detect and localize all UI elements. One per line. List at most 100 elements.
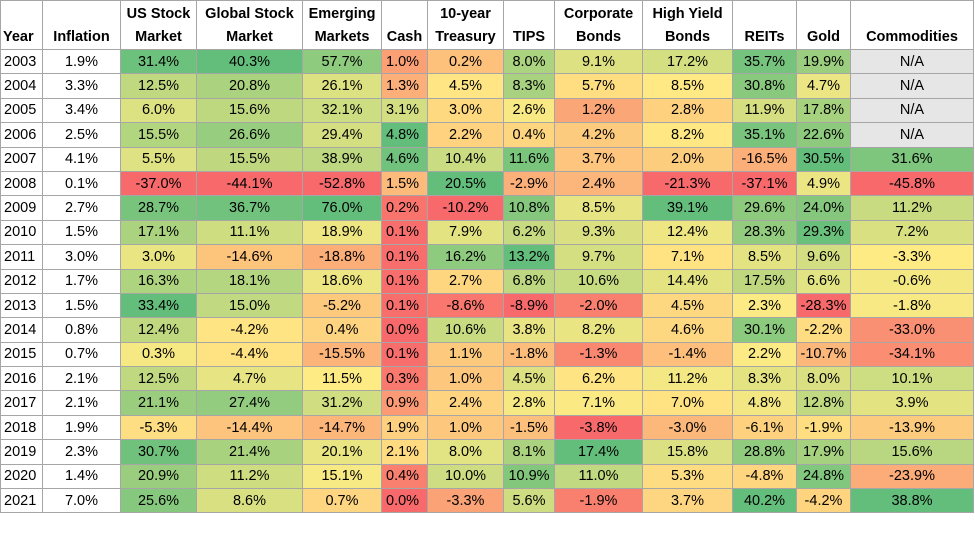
gold-cell: -4.2% — [796, 488, 851, 514]
year-cell: 2003 — [0, 48, 43, 75]
gold-cell: 12.8% — [796, 390, 851, 416]
tips-cell: 8.0% — [503, 48, 555, 75]
tips-cell: -1.8% — [503, 341, 555, 368]
reits-cell: 28.3% — [732, 219, 797, 246]
inflation-cell: 2.7% — [42, 195, 121, 221]
gold-cell: 6.6% — [796, 268, 851, 294]
corporate-cell: 7.1% — [554, 390, 643, 416]
gold-cell: 22.6% — [796, 122, 851, 148]
global-stock-cell: 4.7% — [196, 366, 303, 392]
commodities-cell: 10.1% — [850, 366, 974, 392]
table-row: 2012 1.7% 16.3% 18.1% 18.6% 0.1% 2.7% 6.8% 10.6%… — [0, 268, 974, 294]
year-cell: 2004 — [0, 73, 43, 99]
global-stock-cell: 20.8% — [196, 73, 303, 99]
column-header-line: Markets — [314, 29, 370, 45]
commodities-cell: N/A — [850, 48, 974, 75]
cash-cell: 0.3% — [381, 366, 428, 392]
gold-cell: -1.9% — [796, 414, 851, 441]
treasury-cell: 16.2% — [427, 244, 504, 270]
column-header-line: Market — [226, 29, 273, 45]
corporate-cell: 11.0% — [554, 463, 643, 490]
tips-cell: 11.6% — [503, 146, 555, 172]
global-stock-cell: 40.3% — [196, 48, 303, 75]
corporate-cell: 6.2% — [554, 366, 643, 392]
table-row: 2011 3.0% 3.0% -14.6% -18.8% 0.1% 16.2% 13.2% 9.… — [0, 244, 974, 270]
tips-cell: 4.5% — [503, 366, 555, 392]
emerging-cell: 20.1% — [302, 439, 382, 465]
inflation-cell: 2.1% — [42, 366, 121, 392]
table-row: 2020 1.4% 20.9% 11.2% 15.1% 0.4% 10.0% 10.9% 11.… — [0, 463, 974, 490]
column-header-us-stock: US Stock Market — [120, 0, 197, 50]
global-stock-cell: 21.4% — [196, 439, 303, 465]
emerging-cell: -52.8% — [302, 170, 382, 197]
us-stock-cell: 12.4% — [120, 317, 197, 343]
gold-cell: -10.7% — [796, 341, 851, 368]
year-cell: 2013 — [0, 292, 43, 319]
table-body: 2003 1.9% 31.4% 40.3% 57.7% 1.0% 0.2% 8.0% 9.1% 1… — [0, 48, 974, 514]
year-cell: 2012 — [0, 268, 43, 294]
high-yield-cell: 39.1% — [642, 195, 733, 221]
table-row: 2013 1.5% 33.4% 15.0% -5.2% 0.1% -8.6% -8.9% -2.… — [0, 292, 974, 319]
corporate-cell: 9.1% — [554, 48, 643, 75]
treasury-cell: 1.0% — [427, 414, 504, 441]
us-stock-cell: 6.0% — [120, 97, 197, 124]
column-header-line: Commodities — [866, 29, 958, 45]
global-stock-cell: 15.6% — [196, 97, 303, 124]
column-header-emerging: Emerging Markets — [302, 0, 382, 50]
high-yield-cell: 3.7% — [642, 488, 733, 514]
high-yield-cell: 17.2% — [642, 48, 733, 75]
high-yield-cell: -1.4% — [642, 341, 733, 368]
year-cell: 2019 — [0, 439, 43, 465]
treasury-cell: 20.5% — [427, 170, 504, 197]
global-stock-cell: -44.1% — [196, 170, 303, 197]
inflation-cell: 1.9% — [42, 414, 121, 441]
gold-cell: -28.3% — [796, 292, 851, 319]
us-stock-cell: -37.0% — [120, 170, 197, 197]
column-header-year: Year — [0, 0, 43, 50]
emerging-cell: 18.6% — [302, 268, 382, 294]
corporate-cell: 2.4% — [554, 170, 643, 197]
column-header-reits: REITs — [732, 0, 797, 50]
tips-cell: 10.8% — [503, 195, 555, 221]
treasury-cell: 7.9% — [427, 219, 504, 246]
global-stock-cell: 27.4% — [196, 390, 303, 416]
gold-cell: 29.3% — [796, 219, 851, 246]
tips-cell: 6.8% — [503, 268, 555, 294]
corporate-cell: 8.5% — [554, 195, 643, 221]
emerging-cell: 31.2% — [302, 390, 382, 416]
corporate-cell: 17.4% — [554, 439, 643, 465]
high-yield-cell: 4.6% — [642, 317, 733, 343]
us-stock-cell: 17.1% — [120, 219, 197, 246]
inflation-cell: 1.5% — [42, 292, 121, 319]
treasury-cell: 10.4% — [427, 146, 504, 172]
gold-cell: 4.7% — [796, 73, 851, 99]
us-stock-cell: 0.3% — [120, 341, 197, 368]
inflation-cell: 2.3% — [42, 439, 121, 465]
year-cell: 2011 — [0, 244, 43, 270]
gold-cell: 9.6% — [796, 244, 851, 270]
reits-cell: 30.1% — [732, 317, 797, 343]
emerging-cell: -5.2% — [302, 292, 382, 319]
treasury-cell: 0.2% — [427, 48, 504, 75]
gold-cell: 17.8% — [796, 97, 851, 124]
commodities-cell: 31.6% — [850, 146, 974, 172]
us-stock-cell: 33.4% — [120, 292, 197, 319]
gold-cell: 30.5% — [796, 146, 851, 172]
tips-cell: 10.9% — [503, 463, 555, 490]
column-header-line: Inflation — [53, 29, 110, 45]
commodities-cell: -33.0% — [850, 317, 974, 343]
corporate-cell: 9.3% — [554, 219, 643, 246]
year-cell: 2006 — [0, 122, 43, 148]
high-yield-cell: 5.3% — [642, 463, 733, 490]
tips-cell: 3.8% — [503, 317, 555, 343]
commodities-cell: N/A — [850, 97, 974, 124]
reits-cell: 30.8% — [732, 73, 797, 99]
high-yield-cell: 12.4% — [642, 219, 733, 246]
header-row: Year Inflation US Stock Market Global Stock M… — [0, 0, 974, 50]
inflation-cell: 0.1% — [42, 170, 121, 197]
us-stock-cell: 12.5% — [120, 366, 197, 392]
inflation-cell: 1.7% — [42, 268, 121, 294]
gold-cell: -2.2% — [796, 317, 851, 343]
cash-cell: 0.9% — [381, 390, 428, 416]
commodities-cell: N/A — [850, 122, 974, 148]
